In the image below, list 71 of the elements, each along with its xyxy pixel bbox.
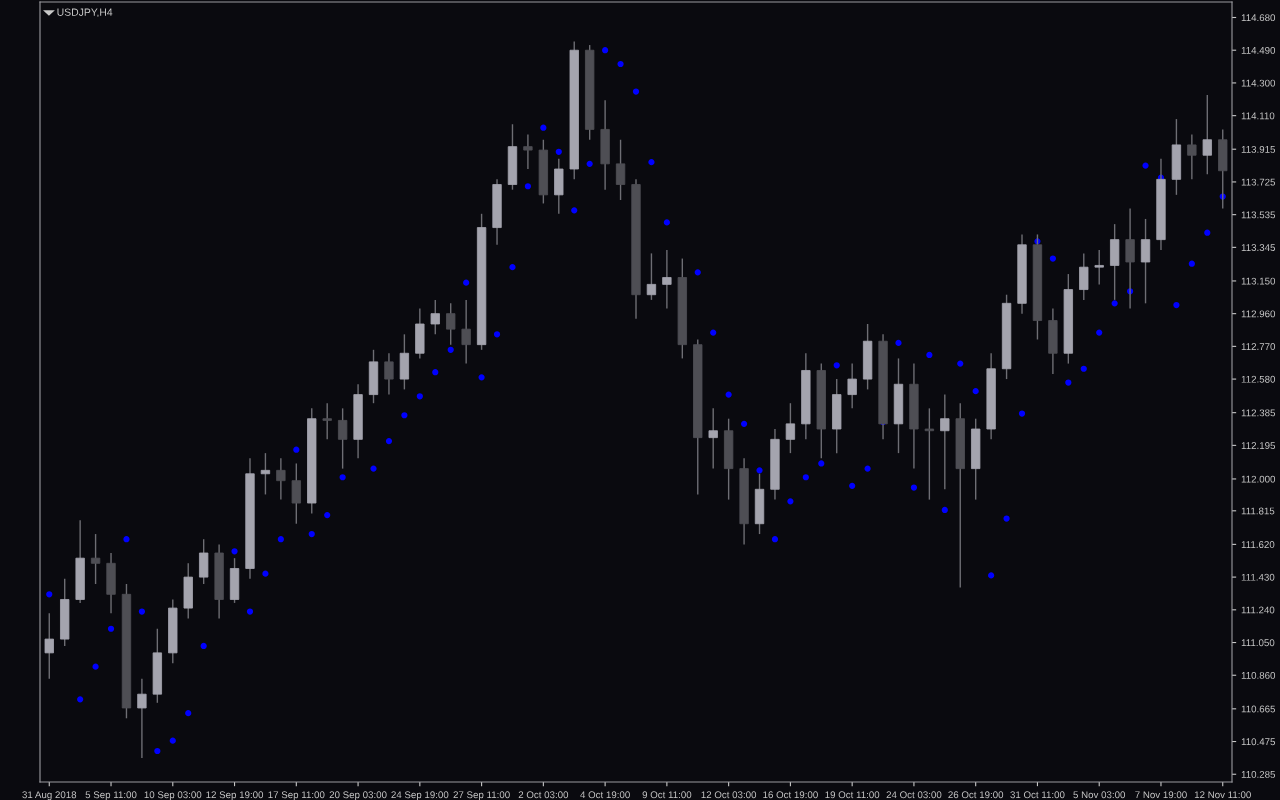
x-tick-label: 24 Sep 19:00 — [391, 791, 449, 800]
candlestick — [924, 407, 935, 501]
y-tick-label: 110.285 — [1241, 770, 1276, 778]
y-tick-label: 112.000 — [1241, 475, 1276, 483]
candlestick — [291, 462, 301, 525]
x-tick-label: 31 Aug 2018 — [22, 791, 77, 800]
text: USDJPY,H4 — [57, 8, 113, 18]
y-tick-label: 110.475 — [1241, 738, 1276, 746]
y-tick-label: 111.050 — [1241, 639, 1275, 647]
candlestick — [90, 533, 101, 585]
candlestick — [1079, 252, 1089, 301]
y-tick-label: 114.680 — [1241, 14, 1276, 22]
x-tick-label: 5 Sep 11:00 — [85, 791, 137, 800]
y-tick-label: 111.620 — [1241, 541, 1275, 548]
candlestick — [337, 407, 348, 470]
candlestick — [1094, 249, 1104, 286]
y-tick-label: 111.815 — [1241, 507, 1275, 515]
candlestick — [260, 452, 271, 496]
x-tick-label: 12 Nov 11:00 — [1194, 791, 1251, 799]
x-tick-label: 31 Oct 11:00 — [1010, 791, 1065, 799]
candlestick — [708, 407, 718, 470]
y-tick-label: 114.110 — [1241, 112, 1275, 120]
candlestick — [384, 352, 394, 396]
x-tick-label: 2 Oct 03:00 — [518, 791, 569, 799]
candlestick — [1187, 133, 1197, 181]
y-tick-label: 111.430 — [1241, 573, 1275, 581]
y-tick-label: 113.150 — [1241, 277, 1276, 285]
y-tick-label: 112.195 — [1241, 442, 1276, 449]
candlestick — [615, 139, 626, 201]
y-tick-label: 112.580 — [1241, 375, 1276, 383]
x-tick-label: 26 Oct 19:00 — [948, 791, 1004, 799]
candlestick — [430, 299, 440, 336]
x-tick-label: 19 Oct 11:00 — [825, 791, 880, 799]
x-tick-label: 7 Nov 19:00 — [1135, 791, 1187, 799]
y-tick-label: 111.240 — [1241, 606, 1275, 614]
candlestick — [785, 402, 796, 454]
y-tick-label: 113.915 — [1241, 145, 1276, 153]
candlestick — [523, 133, 533, 170]
y-tick-label: 113.725 — [1241, 178, 1276, 186]
x-tick-label: 24 Oct 03:00 — [886, 791, 942, 799]
candlestick — [44, 612, 54, 680]
candlestick — [847, 362, 857, 410]
y-tick-label: 110.665 — [1241, 705, 1276, 713]
x-tick-label: 10 Sep 03:00 — [144, 791, 202, 800]
candlestick — [276, 457, 286, 501]
y-tick-label: 112.960 — [1241, 310, 1276, 318]
candlestick — [461, 299, 471, 365]
candlestick — [662, 249, 672, 310]
candlestick — [1140, 218, 1151, 305]
candlestick — [940, 393, 950, 490]
y-tick-label: 113.345 — [1241, 244, 1276, 251]
x-tick-label: 17 Sep 11:00 — [268, 791, 325, 800]
candlestick — [446, 302, 456, 346]
candlestick — [322, 402, 332, 441]
x-tick-label: 5 Nov 03:00 — [1073, 791, 1126, 799]
y-tick-label: 114.300 — [1241, 79, 1276, 87]
x-tick-label: 12 Oct 03:00 — [701, 791, 757, 799]
x-tick-label: 12 Sep 19:00 — [206, 791, 264, 800]
candlestick — [137, 677, 147, 759]
x-tick-label: 20 Sep 03:00 — [329, 791, 387, 800]
candlestick — [1202, 94, 1212, 175]
x-tick-label: 27 Sep 11:00 — [453, 791, 510, 800]
y-tick-label: 114.490 — [1241, 46, 1276, 54]
y-tick-label: 110.860 — [1241, 671, 1276, 679]
candlestick — [646, 252, 657, 301]
x-tick-label: 9 Oct 11:00 — [642, 791, 692, 799]
y-tick-label: 113.535 — [1241, 211, 1276, 219]
y-tick-label: 112.770 — [1241, 343, 1276, 350]
x-tick-label: 4 Oct 19:00 — [580, 791, 630, 799]
y-tick-label: 112.385 — [1241, 409, 1276, 417]
x-tick-label: 16 Oct 19:00 — [763, 791, 818, 799]
